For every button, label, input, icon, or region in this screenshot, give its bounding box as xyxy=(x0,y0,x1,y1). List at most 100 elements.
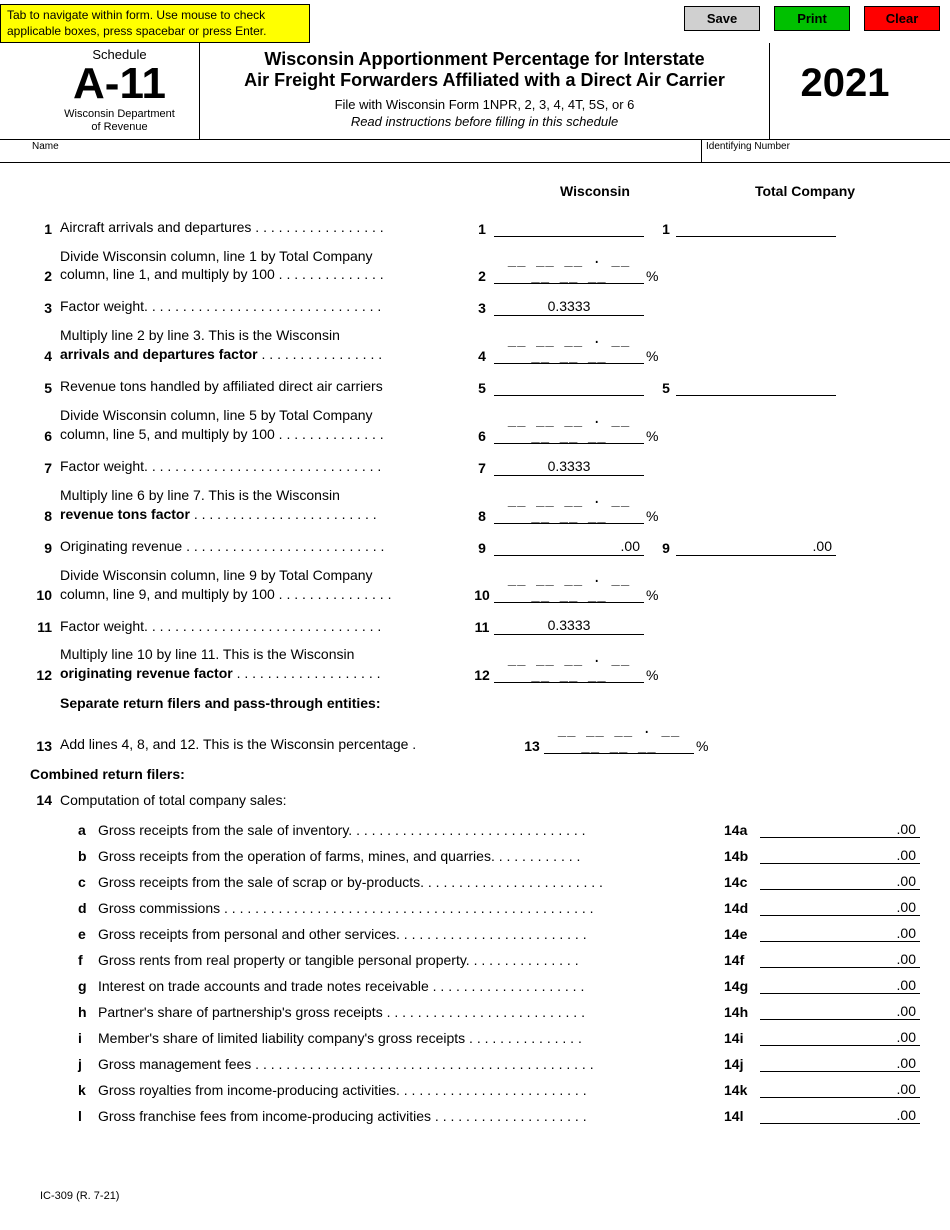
tax-year: 2021 xyxy=(770,61,920,106)
line-11-num: 11 xyxy=(30,619,60,635)
line-7-num: 7 xyxy=(30,460,60,476)
line-1-rn-t: 1 xyxy=(656,221,676,237)
line-11-rn: 11 xyxy=(470,619,494,635)
line-14c-input[interactable]: .00 xyxy=(760,873,920,890)
line-14g-rn: 14g xyxy=(724,978,760,994)
line-12: 12 Multiply line 10 by line 11. This is … xyxy=(30,645,920,683)
schedule-code: A-11 xyxy=(40,62,199,106)
line-7: 7 Factor weight. . . . . . . . . . . . .… xyxy=(30,454,920,476)
form-body: Wisconsin Total Company 1 Aircraft arriv… xyxy=(0,163,950,1125)
column-headers: Wisconsin Total Company xyxy=(30,183,920,199)
line-5-wisconsin-input[interactable] xyxy=(494,378,644,396)
line-14e-rn: 14e xyxy=(724,926,760,942)
line-6-num: 6 xyxy=(30,428,60,444)
save-button[interactable]: Save xyxy=(684,6,760,31)
line-3-num: 3 xyxy=(30,300,60,316)
clear-button[interactable]: Clear xyxy=(864,6,940,31)
line-14a-text: Gross receipts from the sale of inventor… xyxy=(98,822,724,838)
line-9-wisconsin-input[interactable]: .00 xyxy=(494,538,644,556)
line-13: 13 Add lines 4, 8, and 12. This is the W… xyxy=(30,721,920,754)
line-14-heading: 14 Computation of total company sales: xyxy=(30,792,920,808)
line-6-pct-input[interactable]: __ __ __ . __ __ __ __ xyxy=(494,411,644,444)
line-8-text: Multiply line 6 by line 7. This is the W… xyxy=(60,486,470,524)
line-14k-text: Gross royalties from income-producing ac… xyxy=(98,1082,724,1098)
line-14l-text: Gross franchise fees from income-produci… xyxy=(98,1108,724,1124)
line-14c-rn: 14c xyxy=(724,874,760,890)
line-14b-input[interactable]: .00 xyxy=(760,847,920,864)
line-4: 4 Multiply line 2 by line 3. This is the… xyxy=(30,326,920,364)
line-4-pct-input[interactable]: __ __ __ . __ __ __ __ xyxy=(494,331,644,364)
line-7-text: Factor weight. . . . . . . . . . . . . .… xyxy=(60,457,470,476)
line-14a-rn: 14a xyxy=(724,822,760,838)
line-10-text: Divide Wisconsin column, line 9 by Total… xyxy=(60,566,470,604)
line-4-num: 4 xyxy=(30,348,60,364)
line-14d-rn: 14d xyxy=(724,900,760,916)
line-14g: g Interest on trade accounts and trade n… xyxy=(30,974,920,994)
year-box: 2021 xyxy=(770,43,920,138)
line-5-text: Revenue tons handled by affiliated direc… xyxy=(60,377,470,396)
line-14i-input[interactable]: .00 xyxy=(760,1029,920,1046)
line-13-text: Add lines 4, 8, and 12. This is the Wisc… xyxy=(60,735,520,754)
line-5-rn-w: 5 xyxy=(470,380,494,396)
line-14e-input[interactable]: .00 xyxy=(760,925,920,942)
line-2-rn: 2 xyxy=(470,268,494,284)
line-14k-rn: 14k xyxy=(724,1082,760,1098)
line-7-rn: 7 xyxy=(470,460,494,476)
line-14a-input[interactable]: .00 xyxy=(760,821,920,838)
line-9-total-input[interactable]: .00 xyxy=(676,538,836,556)
separate-filers-heading: Separate return filers and pass-through … xyxy=(60,695,920,711)
pct-sign: % xyxy=(644,268,664,284)
line-3-rn: 3 xyxy=(470,300,494,316)
line-14b-text: Gross receipts from the operation of far… xyxy=(98,848,724,864)
line-14h-input[interactable]: .00 xyxy=(760,1003,920,1020)
line-14d-input[interactable]: .00 xyxy=(760,899,920,916)
file-with: File with Wisconsin Form 1NPR, 2, 3, 4, … xyxy=(208,97,761,112)
line-1: 1 Aircraft arrivals and departures . . .… xyxy=(30,215,920,237)
line-13-num: 13 xyxy=(30,738,60,754)
line-1-wisconsin-input[interactable] xyxy=(494,219,644,237)
line-14h-rn: 14h xyxy=(724,1004,760,1020)
line-14f-input[interactable]: .00 xyxy=(760,951,920,968)
line-10-num: 10 xyxy=(30,587,60,603)
line-1-total-input[interactable] xyxy=(676,219,836,237)
line-11: 11 Factor weight. . . . . . . . . . . . … xyxy=(30,613,920,635)
identifying-number-label[interactable]: Identifying Number xyxy=(702,140,920,162)
line-14-text: Computation of total company sales: xyxy=(60,792,286,808)
line-14j-input[interactable]: .00 xyxy=(760,1055,920,1072)
line-14l-input[interactable]: .00 xyxy=(760,1107,920,1124)
line-8-rn: 8 xyxy=(470,508,494,524)
line-14i: i Member's share of limited liability co… xyxy=(30,1026,920,1046)
tab-note-line2: applicable boxes, press spacebar or pres… xyxy=(7,24,266,38)
line-14g-input[interactable]: .00 xyxy=(760,977,920,994)
title-line2: Air Freight Forwarders Affiliated with a… xyxy=(208,70,761,91)
top-buttons: Save Print Clear xyxy=(684,4,940,31)
line-14e: e Gross receipts from personal and other… xyxy=(30,922,920,942)
line-14k-input[interactable]: .00 xyxy=(760,1081,920,1098)
line-14j-rn: 14j xyxy=(724,1056,760,1072)
line-2: 2 Divide Wisconsin column, line 1 by Tot… xyxy=(30,247,920,285)
line-12-num: 12 xyxy=(30,667,60,683)
line-14i-text: Member's share of limited liability comp… xyxy=(98,1030,724,1046)
line-9: 9 Originating revenue . . . . . . . . . … xyxy=(30,534,920,556)
line-13-pct-input[interactable]: __ __ __ . __ __ __ __ xyxy=(544,721,694,754)
line-14k: k Gross royalties from income-producing … xyxy=(30,1078,920,1098)
line-12-pct-input[interactable]: __ __ __ . __ __ __ __ xyxy=(494,650,644,683)
department-name: Wisconsin Department of Revenue xyxy=(40,108,199,134)
line-14c-text: Gross receipts from the sale of scrap or… xyxy=(98,874,724,890)
line-8-pct-input[interactable]: __ __ __ . __ __ __ __ xyxy=(494,491,644,524)
name-field-label[interactable]: Name xyxy=(30,140,702,162)
line-13-rn: 13 xyxy=(520,738,544,754)
form-header: Schedule A-11 Wisconsin Department of Re… xyxy=(0,43,950,139)
title-line1: Wisconsin Apportionment Percentage for I… xyxy=(208,49,761,70)
line-10-pct-input[interactable]: __ __ __ . __ __ __ __ xyxy=(494,570,644,603)
line-14e-text: Gross receipts from personal and other s… xyxy=(98,926,724,942)
print-button[interactable]: Print xyxy=(774,6,850,31)
line-14g-text: Interest on trade accounts and trade not… xyxy=(98,978,724,994)
form-footer: IC-309 (R. 7-21) xyxy=(0,1130,950,1218)
line-14i-rn: 14i xyxy=(724,1030,760,1046)
line-4-text: Multiply line 2 by line 3. This is the W… xyxy=(60,326,470,364)
line-5-total-input[interactable] xyxy=(676,378,836,396)
line-5-num: 5 xyxy=(30,380,60,396)
line-2-pct-input[interactable]: __ __ __ . __ __ __ __ xyxy=(494,251,644,284)
line-14c: c Gross receipts from the sale of scrap … xyxy=(30,870,920,890)
